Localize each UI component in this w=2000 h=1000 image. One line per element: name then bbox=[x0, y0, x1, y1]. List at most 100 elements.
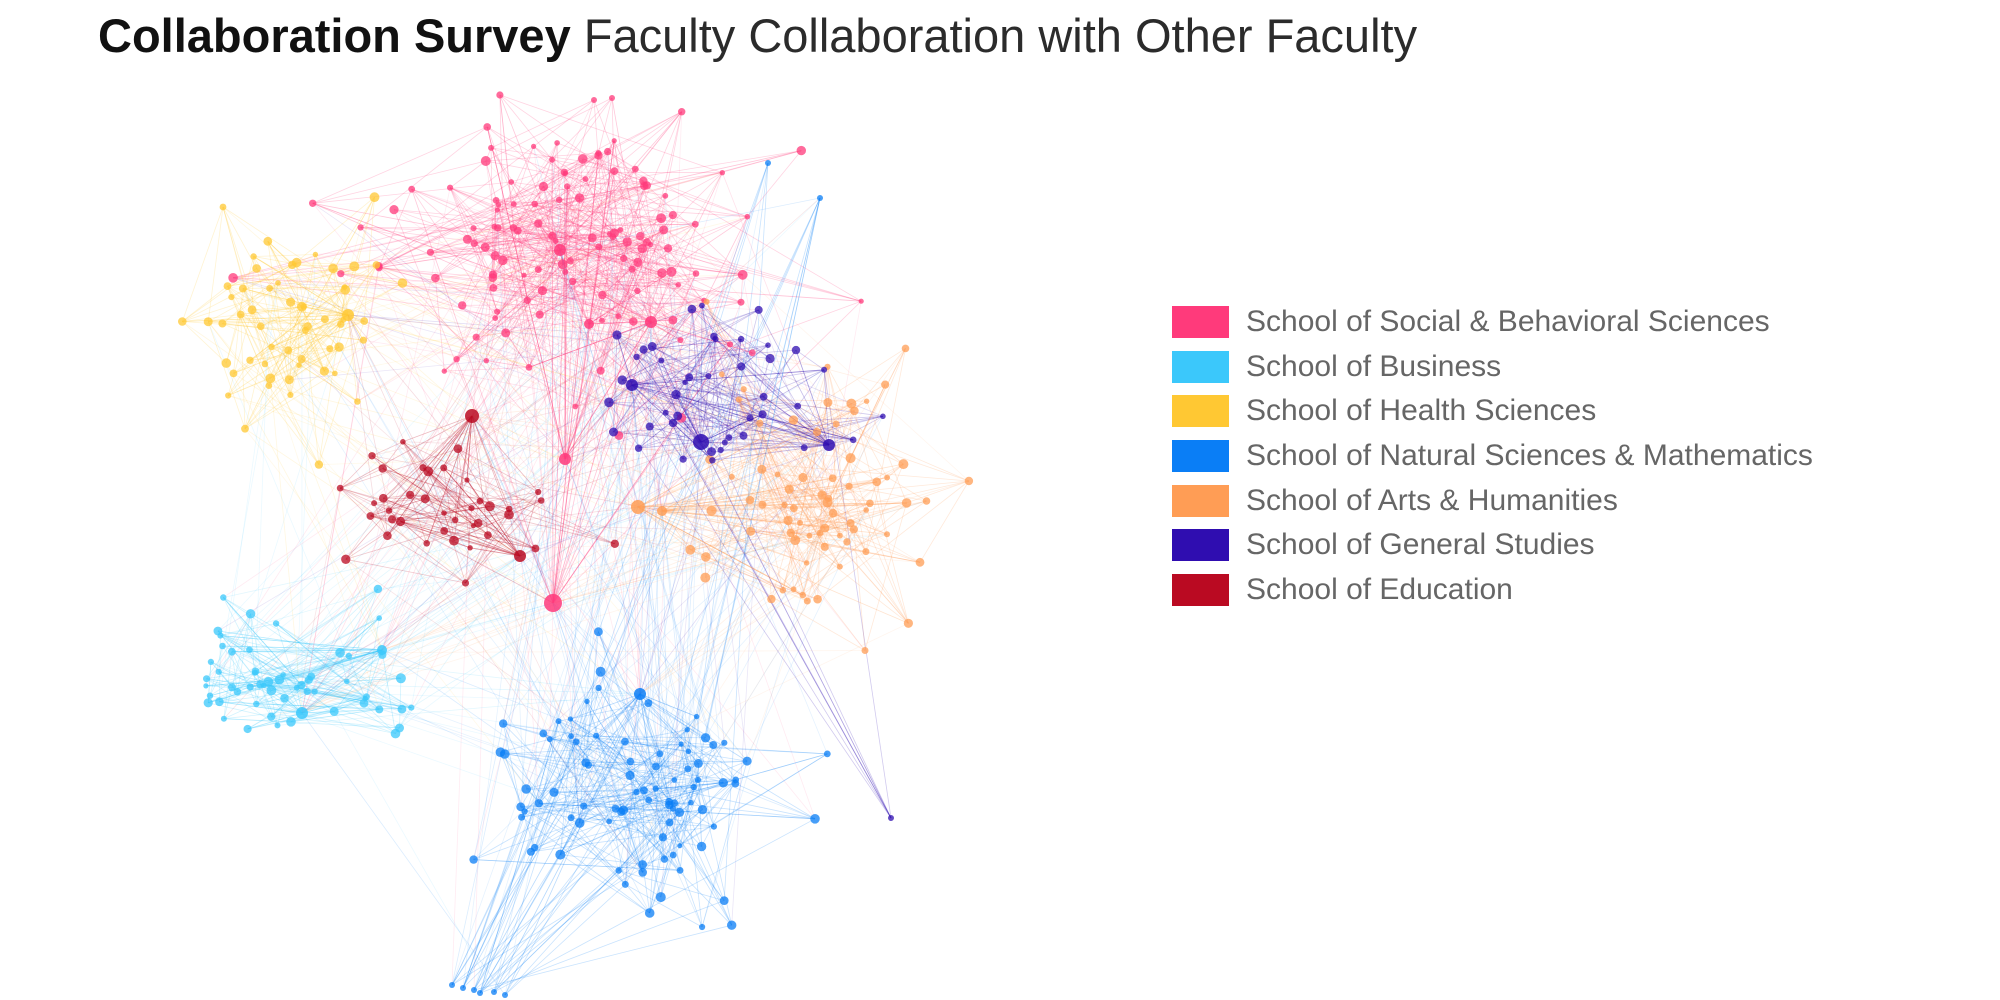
network-edge bbox=[623, 753, 661, 811]
network-edge bbox=[255, 288, 270, 672]
legend-item: School of General Studies bbox=[1172, 523, 1813, 568]
network-edge bbox=[797, 405, 854, 441]
network-edge bbox=[637, 419, 794, 508]
network-edge bbox=[443, 321, 652, 469]
network-edge bbox=[378, 146, 534, 268]
network-node bbox=[335, 647, 345, 658]
network-edge bbox=[681, 216, 748, 419]
network-edge bbox=[595, 735, 702, 847]
network-edge bbox=[684, 382, 702, 443]
network-edge bbox=[564, 458, 703, 810]
network-node bbox=[593, 732, 600, 739]
network-edge bbox=[553, 791, 616, 810]
network-edge bbox=[614, 232, 663, 512]
network-node bbox=[703, 298, 710, 305]
network-edge bbox=[471, 269, 539, 417]
network-edge bbox=[402, 247, 669, 284]
network-edge bbox=[665, 412, 892, 819]
network-node bbox=[275, 280, 281, 286]
network-edge bbox=[487, 232, 615, 536]
network-node bbox=[685, 748, 692, 755]
network-edge bbox=[608, 402, 892, 819]
network-edge bbox=[525, 506, 639, 790]
network-edge bbox=[832, 423, 837, 514]
network-edge bbox=[559, 736, 572, 855]
network-edge bbox=[402, 441, 725, 744]
network-edge bbox=[475, 255, 496, 338]
network-node bbox=[490, 251, 500, 261]
network-node bbox=[611, 804, 620, 813]
network-edge bbox=[312, 202, 684, 460]
legend-swatch bbox=[1172, 484, 1229, 517]
network-edge bbox=[598, 687, 661, 755]
network-edge bbox=[462, 197, 821, 989]
network-edge bbox=[711, 162, 769, 452]
network-edge bbox=[637, 499, 750, 508]
network-node bbox=[688, 799, 694, 806]
network-edge bbox=[462, 762, 587, 989]
network-edge bbox=[466, 479, 818, 600]
network-edge bbox=[539, 268, 633, 315]
network-edge bbox=[558, 199, 904, 465]
network-edge bbox=[305, 330, 325, 372]
network-edge bbox=[393, 209, 554, 604]
network-edge bbox=[378, 265, 540, 315]
network-node bbox=[693, 713, 700, 720]
network-edge bbox=[427, 471, 455, 541]
network-edge bbox=[705, 500, 927, 558]
network-edge bbox=[701, 305, 830, 446]
network-edge bbox=[392, 519, 479, 524]
network-edge bbox=[378, 235, 553, 267]
network-edge bbox=[570, 718, 577, 742]
network-edge bbox=[621, 760, 748, 813]
network-node bbox=[615, 867, 622, 874]
network-node bbox=[219, 642, 226, 650]
network-edge bbox=[679, 162, 769, 871]
network-node bbox=[371, 500, 378, 507]
network-edge bbox=[563, 172, 566, 460]
network-edge bbox=[393, 209, 566, 273]
network-edge bbox=[363, 702, 670, 806]
network-edge bbox=[655, 444, 830, 767]
network-node bbox=[495, 747, 506, 757]
network-node bbox=[484, 501, 495, 512]
network-node bbox=[408, 704, 415, 711]
network-edge bbox=[383, 497, 521, 557]
network-edge bbox=[827, 348, 906, 503]
network-node bbox=[385, 507, 393, 514]
network-edge bbox=[569, 260, 702, 443]
network-edge bbox=[182, 285, 228, 322]
network-edge bbox=[219, 701, 303, 714]
network-node bbox=[798, 472, 808, 483]
network-node bbox=[221, 358, 232, 368]
network-edge bbox=[602, 294, 681, 341]
network-edge bbox=[819, 480, 970, 534]
network-edge bbox=[290, 301, 850, 487]
network-edge bbox=[686, 729, 714, 746]
network-edge bbox=[558, 721, 644, 873]
network-edge bbox=[583, 744, 714, 807]
network-node bbox=[595, 666, 606, 677]
network-node bbox=[494, 308, 501, 315]
network-edge bbox=[504, 884, 626, 996]
network-edge bbox=[660, 172, 723, 361]
network-edge bbox=[684, 382, 725, 743]
network-edge bbox=[621, 308, 693, 381]
network-node bbox=[359, 336, 367, 344]
network-edge bbox=[631, 384, 805, 449]
network-edge bbox=[646, 242, 652, 323]
network-node bbox=[820, 542, 829, 551]
legend-swatch bbox=[1172, 440, 1229, 473]
network-node bbox=[220, 594, 227, 601]
network-edge bbox=[182, 321, 521, 557]
network-node bbox=[625, 770, 635, 781]
network-edge bbox=[493, 743, 682, 993]
network-node bbox=[765, 160, 771, 166]
network-edge bbox=[549, 494, 823, 740]
network-edge bbox=[435, 158, 584, 279]
network-node bbox=[360, 317, 369, 325]
network-edge bbox=[400, 521, 471, 549]
network-edge bbox=[484, 227, 514, 248]
network-edge bbox=[570, 718, 631, 776]
network-edge bbox=[451, 779, 699, 986]
